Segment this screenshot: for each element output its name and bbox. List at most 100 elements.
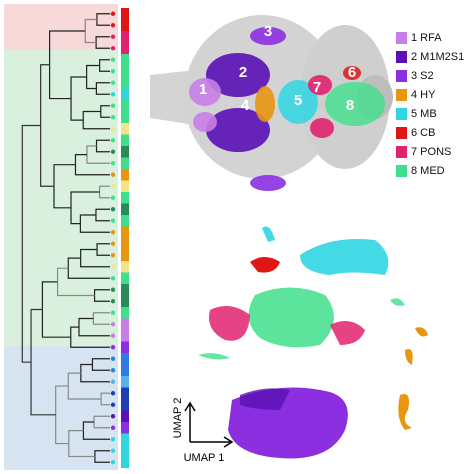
dendro-branch bbox=[21, 124, 41, 363]
leaf-dot bbox=[110, 230, 116, 235]
leaf-strip bbox=[121, 376, 129, 388]
leaf-dot bbox=[110, 402, 116, 407]
leaf-strip bbox=[121, 410, 129, 422]
brain-label: 5 bbox=[294, 92, 302, 109]
leaf-strip bbox=[121, 364, 129, 376]
legend-label: 4 HY bbox=[411, 89, 436, 101]
leaf-strip bbox=[121, 341, 129, 353]
legend-label: 1 RFA bbox=[411, 32, 442, 44]
leaf-strip bbox=[121, 157, 129, 169]
leaf-dot bbox=[110, 460, 116, 465]
brain-label: 1 bbox=[199, 81, 207, 98]
brain bbox=[150, 15, 393, 191]
leaf-dot bbox=[110, 333, 116, 338]
leaf-dot bbox=[110, 241, 116, 246]
region-3b bbox=[250, 175, 286, 191]
legend-swatch bbox=[396, 32, 407, 44]
leaf-strip bbox=[121, 19, 129, 31]
leaf-dot bbox=[110, 80, 116, 85]
legend-label: 7 PONS bbox=[411, 146, 451, 158]
leaf-dot bbox=[110, 356, 116, 361]
leaf-strip bbox=[121, 31, 129, 43]
region-5 bbox=[278, 80, 318, 124]
leaf-strip bbox=[121, 387, 129, 399]
leaf-dot bbox=[110, 448, 116, 453]
leaf-strip bbox=[121, 272, 129, 284]
leaf-dot bbox=[110, 69, 116, 74]
leaf-dot bbox=[110, 92, 116, 97]
leaf-strip bbox=[121, 42, 129, 54]
band-blue bbox=[4, 346, 118, 470]
dendro-branch bbox=[41, 281, 71, 338]
leaf-dot bbox=[110, 368, 116, 373]
legend-swatch bbox=[396, 108, 407, 120]
leaf-strip bbox=[121, 180, 129, 192]
leaf-dot bbox=[110, 103, 116, 108]
leaf-dot bbox=[110, 11, 116, 16]
dendro-branch bbox=[70, 326, 110, 348]
leaf-strip bbox=[121, 123, 129, 135]
leaf-dot bbox=[110, 322, 116, 327]
leaf-dot bbox=[110, 299, 116, 304]
umap bbox=[198, 226, 428, 459]
legend: 1 RFA 2 M1M2S1 3 S2 4 HY 5 MB 6 CB 7 PONS 8 MED bbox=[396, 32, 464, 177]
leaf-strip bbox=[121, 284, 129, 296]
leaf-dot bbox=[110, 276, 116, 281]
leaf-dot bbox=[110, 149, 116, 154]
leaf-strip bbox=[121, 192, 129, 204]
dendro-branch bbox=[91, 358, 110, 371]
leaf-strip bbox=[121, 134, 129, 146]
legend-label: 8 MED bbox=[411, 165, 445, 177]
leaf-strip bbox=[121, 456, 129, 468]
region-7 bbox=[308, 75, 332, 95]
cluster-med bbox=[248, 287, 334, 348]
leaf-strip bbox=[121, 54, 129, 66]
leaf-dot bbox=[110, 46, 116, 51]
cluster-m1 bbox=[240, 388, 290, 410]
leaf-dot bbox=[110, 437, 116, 442]
dendro-branch bbox=[93, 415, 110, 429]
band-pink bbox=[4, 4, 118, 50]
dendro-branch bbox=[80, 363, 110, 383]
cluster-mb-b bbox=[262, 226, 275, 242]
leaf-dot bbox=[110, 379, 116, 384]
leaf-strip bbox=[121, 353, 129, 365]
legend-label: 5 MB bbox=[411, 108, 437, 120]
region-7b bbox=[310, 118, 334, 138]
dendro-branch bbox=[53, 164, 76, 209]
olfactory bbox=[150, 70, 195, 125]
leaf-dot bbox=[110, 414, 116, 419]
leaf-dot bbox=[110, 57, 116, 62]
leaf-dot bbox=[110, 161, 116, 166]
leaf-strip bbox=[121, 203, 129, 215]
dendrogram bbox=[21, 8, 129, 468]
leaf-strip bbox=[121, 65, 129, 77]
brain-label: 4 bbox=[241, 97, 250, 114]
cluster-cb bbox=[250, 257, 280, 273]
legend-swatch bbox=[396, 51, 407, 63]
brain-label: 8 bbox=[346, 97, 354, 114]
leaf-dot bbox=[110, 287, 116, 292]
brain-label: 2 bbox=[239, 64, 247, 81]
dendro-branch bbox=[67, 257, 110, 279]
leaf-strip bbox=[121, 445, 129, 457]
dendro-branch bbox=[96, 13, 110, 26]
legend-swatch bbox=[396, 70, 407, 82]
leaf-dot bbox=[110, 184, 116, 189]
region-1b bbox=[193, 112, 217, 132]
dendro-branch bbox=[82, 421, 110, 440]
umap-x-label: UMAP 1 bbox=[184, 452, 225, 464]
leaf-dot bbox=[110, 115, 116, 120]
leaf-strip bbox=[121, 111, 129, 123]
leaf-strip bbox=[121, 215, 129, 227]
dendro-branch bbox=[100, 392, 110, 406]
cluster-pons bbox=[209, 306, 250, 341]
brain-label: 6 bbox=[348, 64, 356, 81]
leaf-strip bbox=[121, 307, 129, 319]
legend-swatch bbox=[396, 165, 407, 177]
leaf-dot bbox=[110, 425, 116, 430]
region-4 bbox=[255, 86, 275, 122]
cluster-hy bbox=[398, 327, 428, 430]
umap-axes bbox=[184, 401, 234, 448]
leaf-dot bbox=[110, 172, 116, 177]
